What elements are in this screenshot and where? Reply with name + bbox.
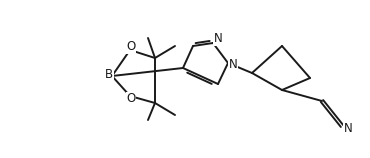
Text: N: N (229, 58, 238, 72)
Text: N: N (344, 122, 352, 134)
Text: B: B (105, 69, 113, 82)
Text: O: O (127, 40, 136, 54)
Text: O: O (127, 92, 136, 106)
Text: N: N (213, 33, 222, 46)
